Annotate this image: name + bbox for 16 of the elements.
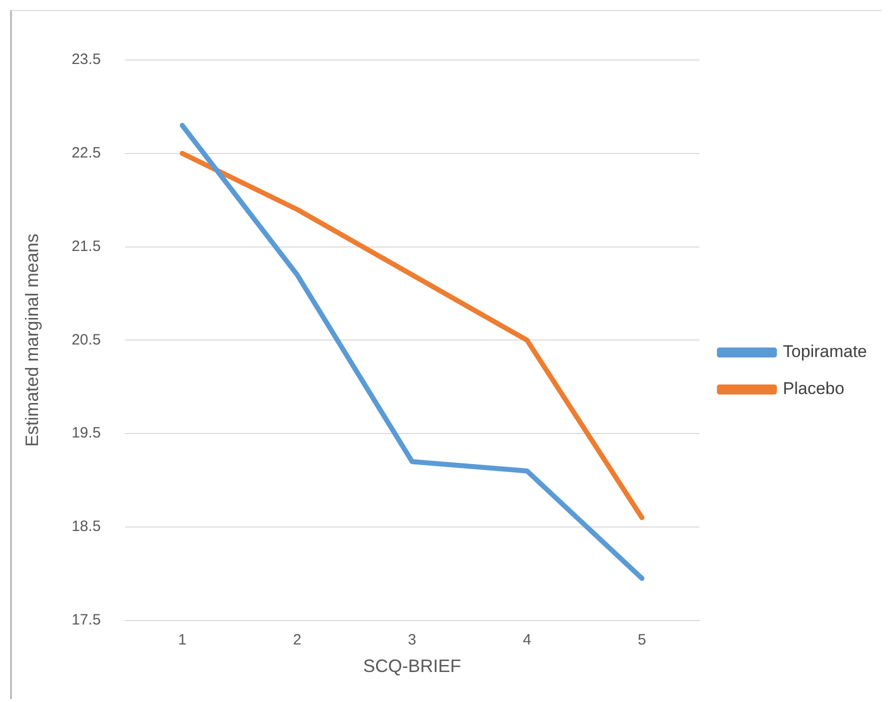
x-tick-label: 2 [293,632,302,649]
x-axis-title: SCQ-BRIEF [363,656,462,676]
y-tick-label: 21.5 [72,238,101,255]
legend-label: Placebo [782,379,844,398]
y-tick-label: 20.5 [72,331,101,348]
y-tick-label: 19.5 [72,424,101,442]
y-tick-label: 18.5 [72,518,101,536]
y-tick-label: 22.5 [72,144,101,162]
y-tick-label: 23.5 [72,51,101,68]
y-axis-title: Estimated marginal means [22,234,42,447]
y-tick-label: 17.5 [72,612,101,629]
x-tick-label: 1 [178,632,186,649]
legend-label: Topiramate [782,342,868,362]
x-tick-label: 4 [522,632,532,649]
x-tick-label: 3 [408,632,416,649]
x-tick-label: 5 [638,632,646,649]
